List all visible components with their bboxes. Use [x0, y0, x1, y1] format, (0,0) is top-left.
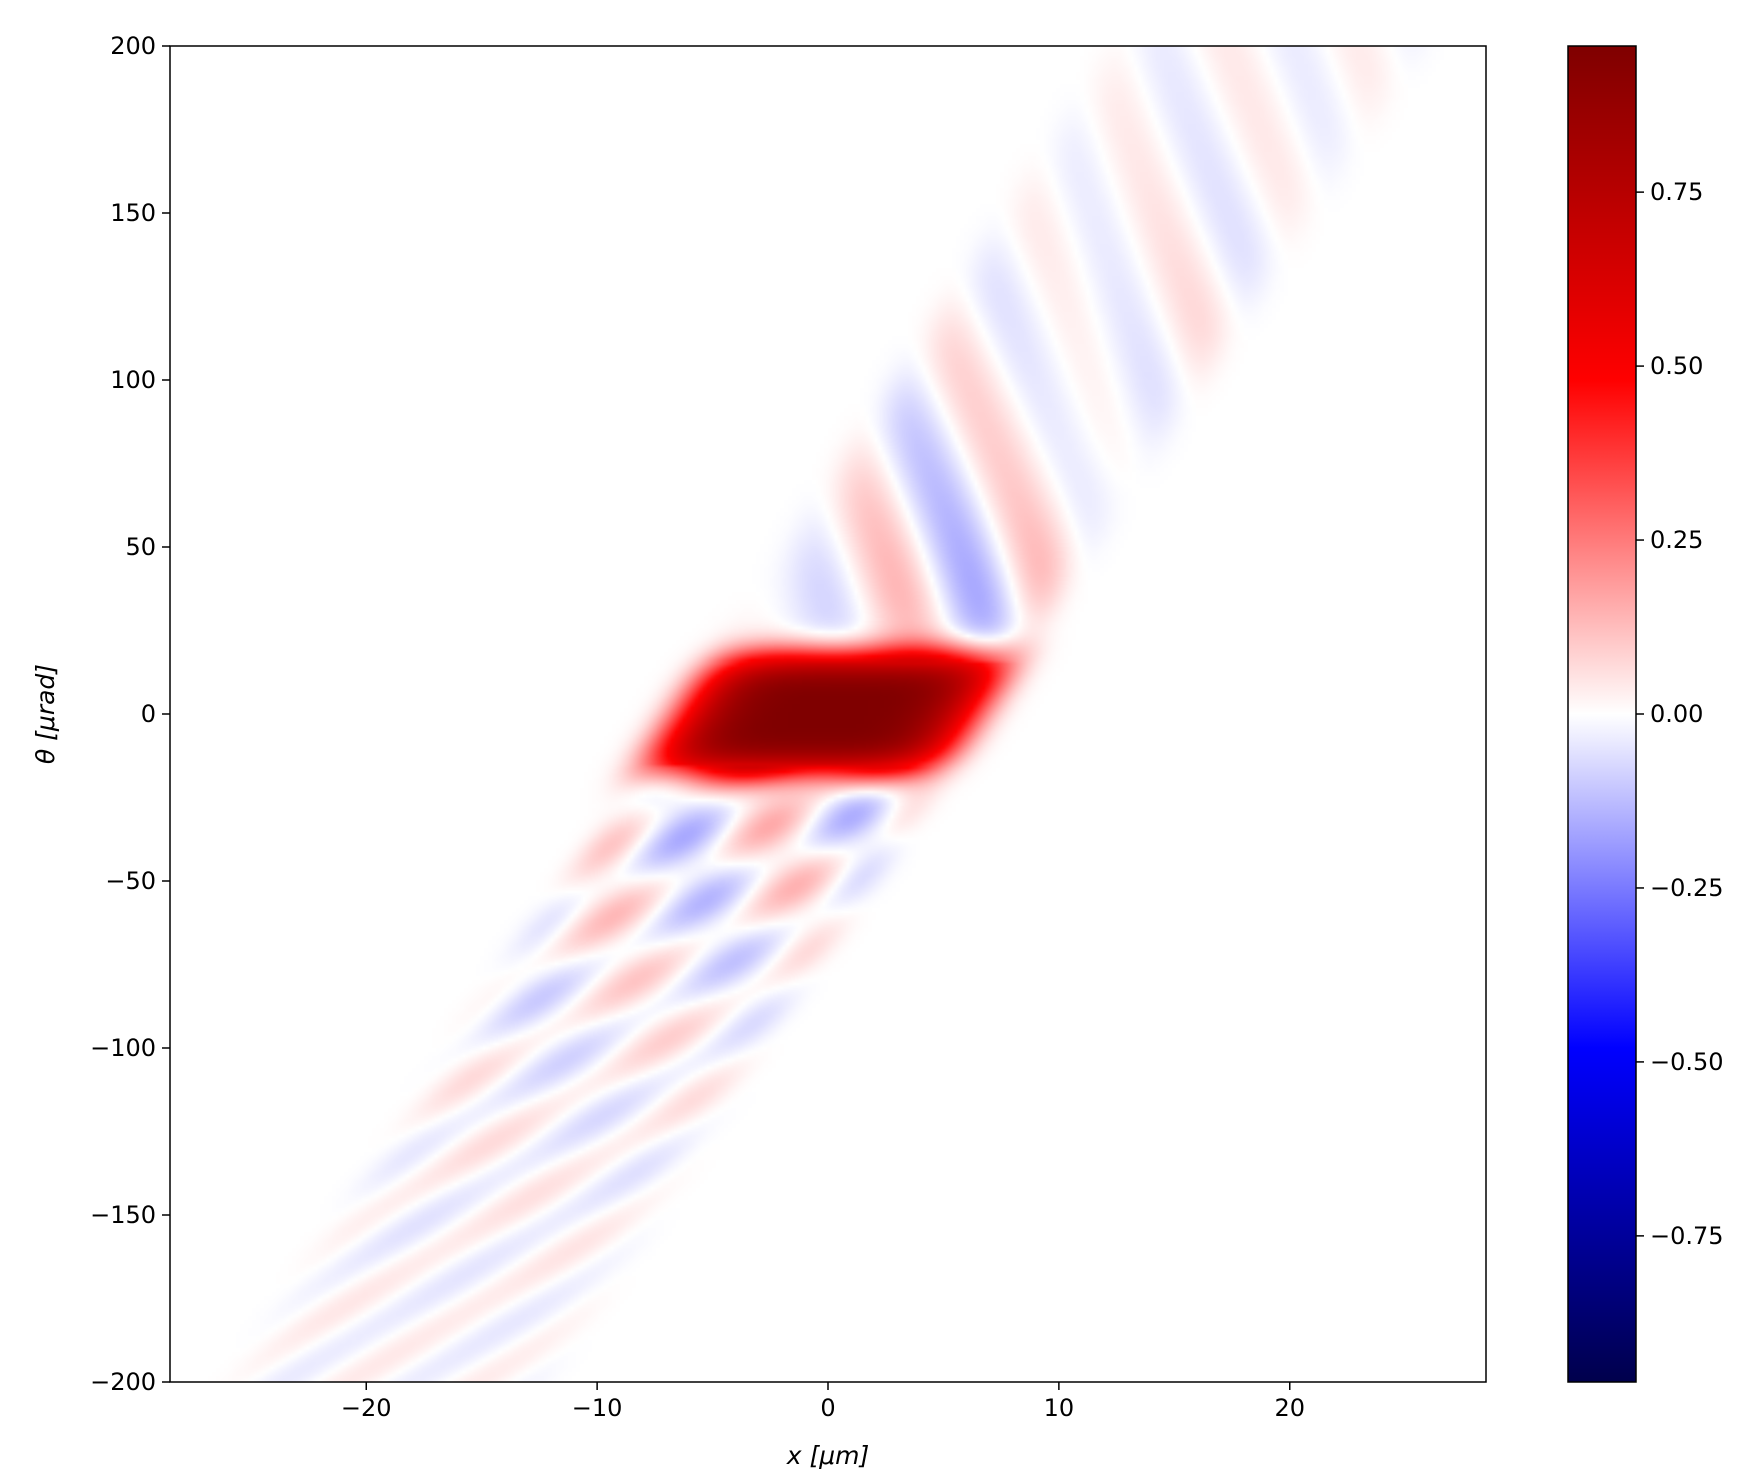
colorbar-tick-label: 0.25 [1650, 526, 1703, 554]
y-tick-label: 150 [110, 199, 156, 227]
colorbar-gradient [1568, 46, 1636, 1382]
colorbar-tick-label: 0.00 [1650, 700, 1703, 728]
x-axis-ticks: −20 −10 0 10 20 [341, 1382, 1305, 1422]
y-tick-label: 0 [141, 700, 156, 728]
y-axis-label: θ [μrad] [31, 664, 60, 764]
x-tick-label: 0 [820, 1394, 835, 1422]
colorbar-tick-label: −0.75 [1650, 1222, 1724, 1250]
x-tick-label: −10 [572, 1394, 623, 1422]
x-tick-label: 20 [1274, 1394, 1305, 1422]
y-tick-label: 200 [110, 32, 156, 60]
y-tick-label: −50 [105, 867, 156, 895]
colorbar-tick-label: 0.75 [1650, 178, 1703, 206]
plot-area [169, 45, 1487, 1383]
y-tick-label: −150 [90, 1201, 156, 1229]
y-axis-ticks: −200 −150 −100 −50 0 50 100 150 200 [90, 32, 170, 1396]
x-axis-label: x [μm] [786, 1441, 870, 1470]
y-tick-label: −100 [90, 1034, 156, 1062]
colorbar-ticks: 0.75 0.50 0.25 0.00 −0.25 −0.50 −0.75 [1636, 178, 1724, 1250]
x-tick-label: −20 [341, 1394, 392, 1422]
colorbar-tick-label: −0.50 [1650, 1048, 1724, 1076]
colorbar: 0.75 0.50 0.25 0.00 −0.25 −0.50 −0.75 [1567, 45, 1724, 1383]
y-tick-label: −200 [90, 1368, 156, 1396]
colorbar-tick-label: −0.25 [1650, 874, 1724, 902]
y-tick-label: 50 [125, 533, 156, 561]
heatmap-image [170, 46, 1486, 1382]
y-tick-label: 100 [110, 366, 156, 394]
colorbar-tick-label: 0.50 [1650, 352, 1703, 380]
x-tick-label: 10 [1044, 1394, 1075, 1422]
